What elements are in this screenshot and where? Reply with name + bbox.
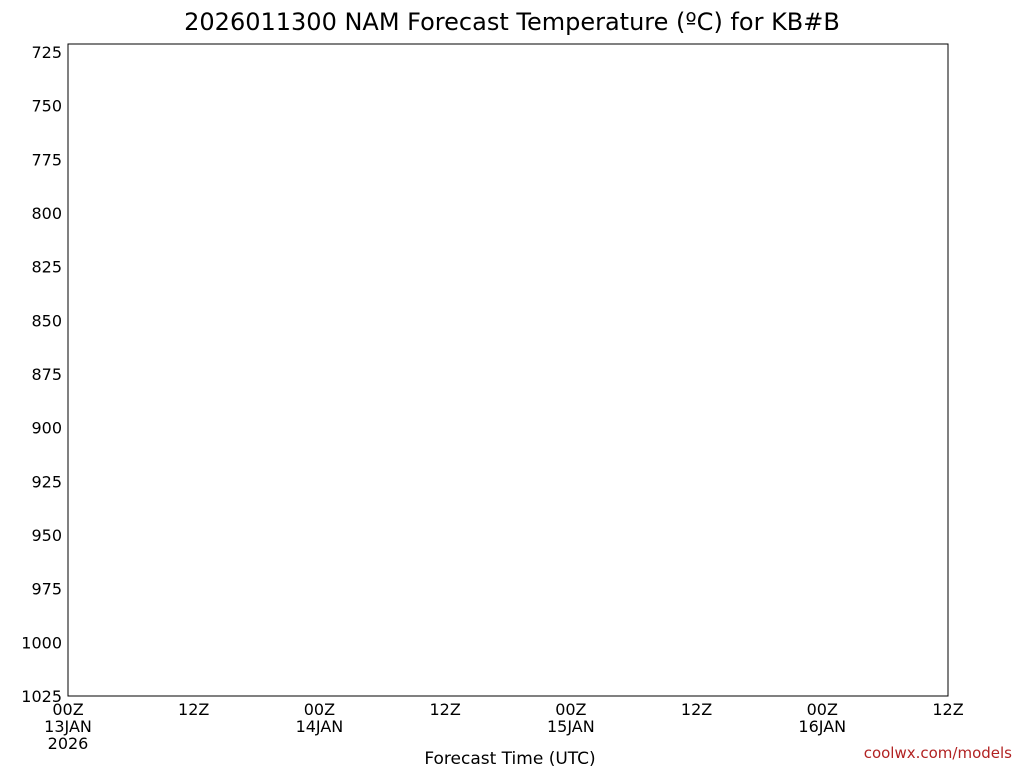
plot-area [67,43,949,697]
y-tick-label: 875 [31,365,62,384]
x-tick-label: 15JAN [547,717,595,736]
y-tick-label: 725 [31,43,62,62]
x-tick-label: 12Z [932,700,963,719]
x-tick-label: 12Z [178,700,209,719]
chart-title: 2026011300 NAM Forecast Temperature (ºC)… [184,8,840,36]
x-axis-label: Forecast Time (UTC) [424,749,595,768]
x-tick-label: 00Z [304,700,335,719]
y-tick-label: 750 [31,97,62,116]
x-tick-label: 14JAN [296,717,344,736]
x-tick-label: 00Z [555,700,586,719]
y-tick-label: 900 [31,419,62,438]
x-tick-label: 13JAN [44,717,92,736]
y-tick-label: 825 [31,258,62,277]
y-axis-ticks: 725 750 775 800 825 850 875 900 925 950 975 1000 102… [21,43,62,706]
y-tick-label: 850 [31,311,62,330]
y-tick-label: 975 [31,580,62,599]
x-tick-label: 16JAN [798,717,846,736]
x-tick-label: 00Z [52,700,83,719]
y-tick-label: 775 [31,150,62,169]
x-tick-label: 12Z [429,700,460,719]
y-tick-label: 925 [31,472,62,491]
y-tick-label: 1000 [21,633,62,652]
y-tick-label: 1025 [21,687,62,706]
y-tick-label: 950 [31,526,62,545]
x-tick-label: 12Z [681,700,712,719]
y-tick-label: 800 [31,204,62,223]
x-tick-label: 00Z [807,700,838,719]
x-tick-label: 2026 [48,734,89,753]
source-label: coolwx.com/models [864,744,1012,762]
